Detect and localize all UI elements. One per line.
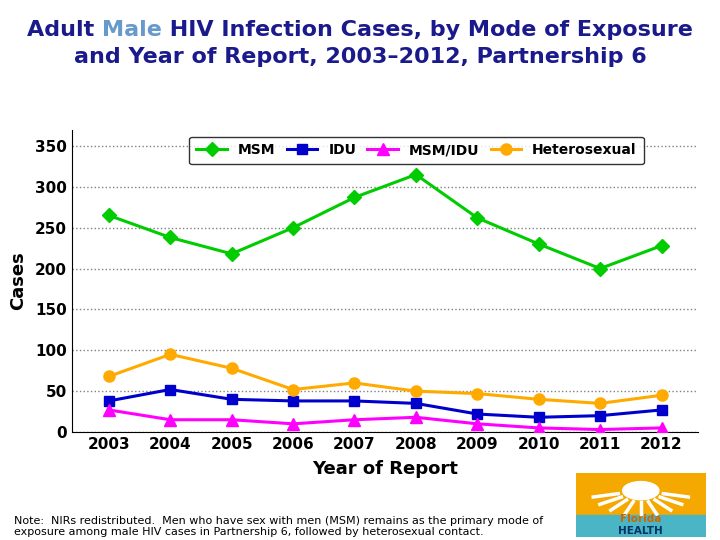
Line: Heterosexual: Heterosexual [103,349,667,409]
MSM/IDU [596,426,605,433]
MSM [534,241,543,247]
MSM/IDU [657,424,666,431]
Heterosexual [166,351,174,357]
Heterosexual [412,388,420,394]
Text: HIV Infection Cases, by Mode of Exposure: HIV Infection Cases, by Mode of Exposure [162,19,693,40]
MSM/IDU [412,414,420,421]
Heterosexual [350,380,359,386]
Text: Male: Male [102,19,162,40]
MSM/IDU [166,416,174,423]
Heterosexual [289,386,297,393]
MSM [657,242,666,249]
IDU [473,411,482,417]
Heterosexual [228,365,236,372]
Text: Florida: Florida [620,514,662,524]
IDU [596,413,605,419]
MSM/IDU [289,421,297,427]
Text: Adult: Adult [27,19,102,40]
MSM/IDU [473,421,482,427]
MSM [166,234,174,241]
IDU [228,396,236,402]
IDU [289,397,297,404]
Heterosexual [657,392,666,399]
MSM [289,225,297,231]
Line: IDU: IDU [104,384,667,422]
IDU [534,414,543,421]
IDU [657,407,666,413]
Heterosexual [596,400,605,407]
Heterosexual [473,390,482,397]
Line: MSM/IDU: MSM/IDU [103,404,667,435]
MSM/IDU [228,416,236,423]
MSM/IDU [104,407,113,413]
MSM [350,194,359,201]
Bar [576,472,706,515]
Heterosexual [534,396,543,402]
Text: and Year of Report, 2003–2012, Partnership 6: and Year of Report, 2003–2012, Partnersh… [73,46,647,67]
MSM [104,212,113,219]
IDU [412,400,420,407]
Legend: MSM, IDU, MSM/IDU, Heterosexual: MSM, IDU, MSM/IDU, Heterosexual [189,137,644,165]
IDU [104,397,113,404]
MSM/IDU [534,424,543,431]
IDU [166,386,174,393]
Line: MSM: MSM [104,170,667,273]
Bar [576,515,706,537]
Text: Note:  NIRs redistributed.  Men who have sex with men (MSM) remains as the prima: Note: NIRs redistributed. Men who have s… [14,516,544,537]
MSM [228,251,236,257]
Y-axis label: Cases: Cases [9,252,27,310]
Circle shape [623,482,659,500]
MSM [596,265,605,272]
MSM/IDU [350,416,359,423]
MSM [412,171,420,178]
X-axis label: Year of Report: Year of Report [312,460,458,478]
IDU [350,397,359,404]
MSM [473,214,482,221]
Heterosexual [104,373,113,380]
Text: HEALTH: HEALTH [618,526,663,536]
